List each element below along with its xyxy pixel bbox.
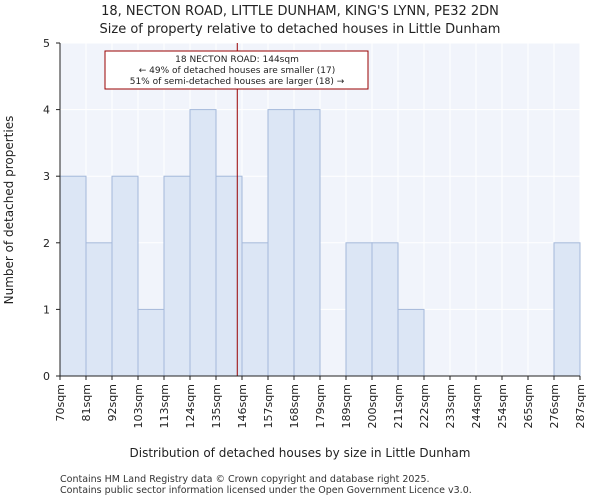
- x-tick-label-157sqm: 157sqm: [262, 384, 275, 428]
- x-tick-labels: 70sqm 81sqm 92sqm 103sqm 113sqm 124sqm 135sqm 1…: [54, 376, 587, 428]
- annotation-frame: [104, 50, 369, 90]
- bar-103sqm: [137, 308, 165, 377]
- bar-157sqm: [267, 109, 295, 377]
- x-tick-label-168sqm: 168sqm: [288, 384, 301, 428]
- x-tick-label-146sqm: 146sqm: [236, 384, 249, 428]
- x-tick-label-81sqm: 81sqm: [80, 384, 93, 421]
- y-tick-label: 4: [43, 104, 50, 117]
- y-tick-labels: 0 1 2 3 4 5: [43, 37, 60, 383]
- bar-113sqm: [163, 175, 191, 377]
- y-tick-label: 3: [43, 170, 50, 183]
- x-tick-label-113sqm: 113sqm: [158, 384, 171, 428]
- bars: [59, 109, 581, 377]
- bar-70sqm: [59, 175, 87, 377]
- x-tick-label-200sqm: 200sqm: [366, 384, 379, 428]
- bar-168sqm: [293, 109, 321, 377]
- annotation-line-1: 18 NECTON ROAD: 144sqm: [175, 55, 299, 65]
- x-tick-label-70sqm: 70sqm: [54, 384, 67, 421]
- x-tick-label-124sqm: 124sqm: [184, 384, 197, 428]
- annotation-line-3: 51% of semi-detached houses are larger (…: [130, 77, 345, 87]
- bar-276sqm: [553, 242, 581, 377]
- x-tick-label-287sqm: 287sqm: [574, 384, 587, 428]
- y-tick-label: 0: [43, 370, 50, 383]
- x-tick-label-135sqm: 135sqm: [210, 384, 223, 428]
- x-tick-label-254sqm: 254sqm: [496, 384, 509, 428]
- x-tick-label-265sqm: 265sqm: [522, 384, 535, 428]
- bar-211sqm: [397, 308, 425, 377]
- chart-subtitle: Size of property relative to detached ho…: [100, 22, 501, 37]
- bar-81sqm: [85, 242, 113, 377]
- y-tick-label: 5: [43, 37, 50, 50]
- chart-title: 18, NECTON ROAD, LITTLE DUNHAM, KING'S L…: [101, 4, 499, 19]
- bar-146sqm: [241, 242, 269, 377]
- footer-line-2: Contains public sector information licen…: [60, 485, 472, 496]
- x-tick-label-103sqm: 103sqm: [132, 384, 145, 428]
- bar-135sqm: [215, 175, 243, 377]
- x-tick-label-189sqm: 189sqm: [340, 384, 353, 428]
- footer-line-1: Contains HM Land Registry data © Crown c…: [60, 474, 430, 485]
- x-tick-label-276sqm: 276sqm: [548, 384, 561, 428]
- x-tick-label-92sqm: 92sqm: [106, 384, 119, 421]
- x-tick-label-244sqm: 244sqm: [470, 384, 483, 428]
- bar-124sqm: [189, 109, 217, 377]
- x-tick-label-222sqm: 222sqm: [418, 384, 431, 428]
- x-tick-label-179sqm: 179sqm: [314, 384, 327, 428]
- annotation-line-2: ← 49% of detached houses are smaller (17…: [139, 66, 336, 76]
- x-tick-label-233sqm: 233sqm: [444, 384, 457, 428]
- y-axis-label: Number of detached properties: [2, 116, 16, 305]
- bar-92sqm: [111, 175, 139, 377]
- bar-189sqm: [345, 242, 373, 377]
- x-axis-label: Distribution of detached houses by size …: [130, 446, 471, 460]
- x-tick-label-211sqm: 211sqm: [392, 384, 405, 428]
- y-tick-label: 1: [43, 303, 50, 316]
- bar-200sqm: [371, 242, 399, 377]
- y-tick-label: 2: [43, 237, 50, 250]
- annotation-box: 18 NECTON ROAD: 144sqm ← 49% of detached…: [104, 50, 369, 90]
